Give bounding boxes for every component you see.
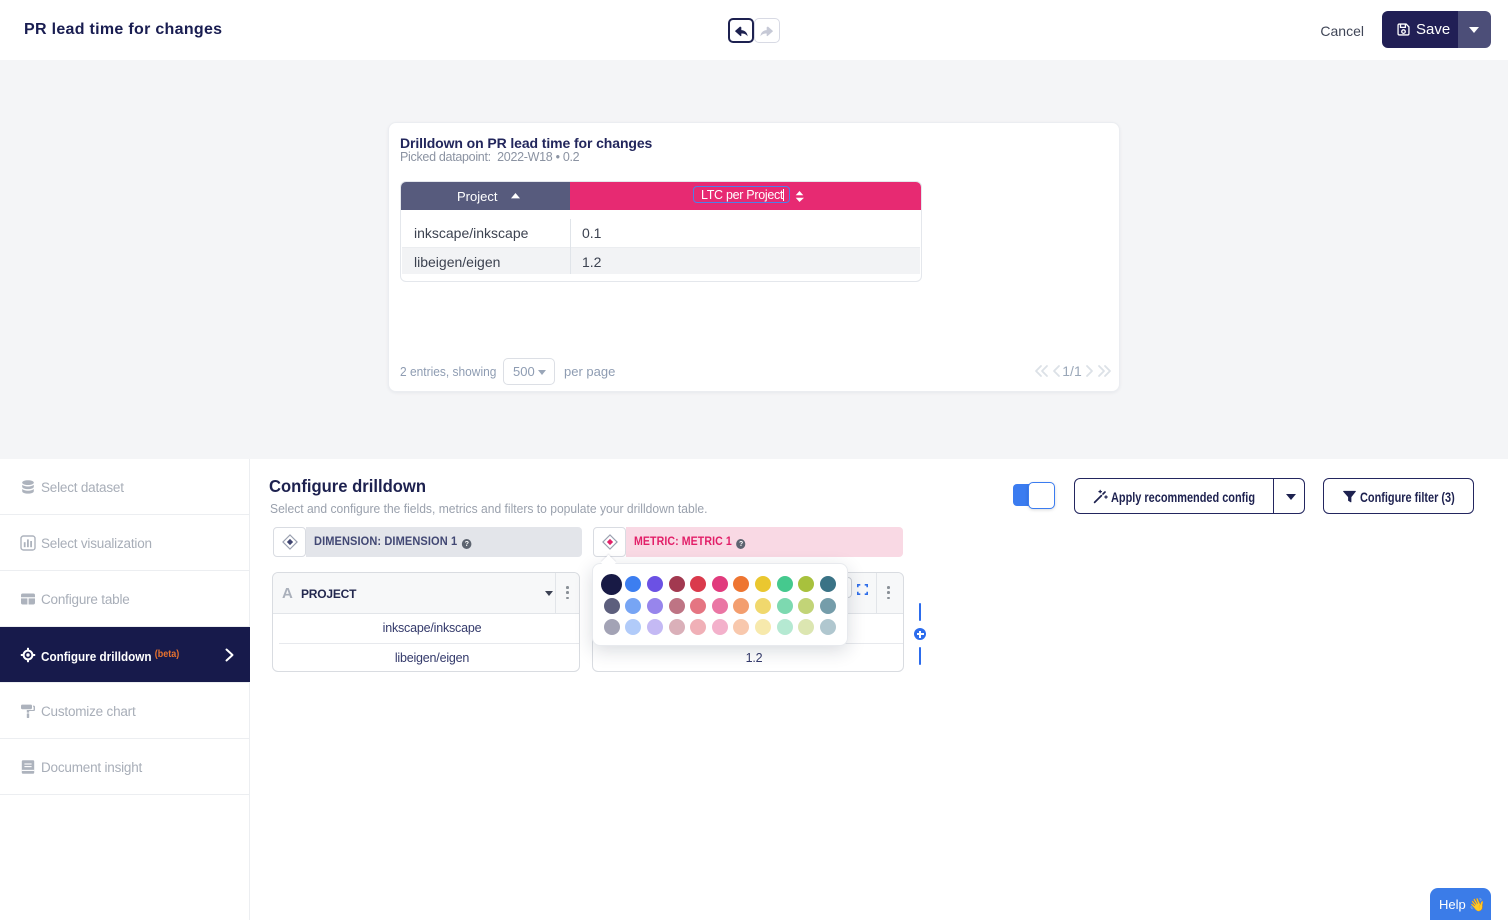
svg-text:1/1: 1/1 [1062,363,1082,379]
